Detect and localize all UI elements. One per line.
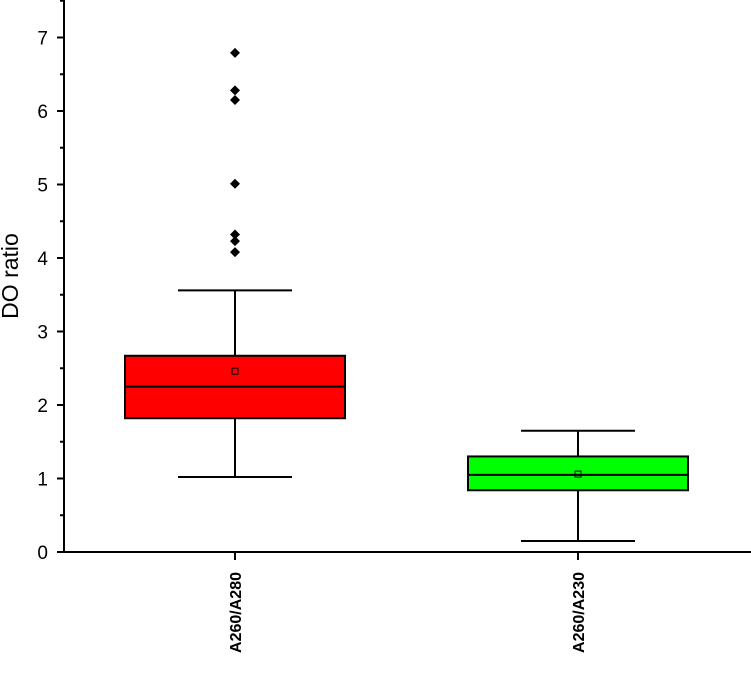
y-tick-label: 5 (37, 176, 48, 197)
x-category-label: A260/A230 (571, 572, 588, 653)
box-iqr (467, 455, 689, 492)
outlier-point (230, 229, 240, 240)
y-tick-label: 2 (37, 396, 48, 417)
y-tick-label: 3 (37, 323, 48, 344)
box-1 (124, 47, 346, 479)
mean-marker (574, 470, 582, 478)
x-categories: A260/A280 A260/A230 (228, 552, 588, 653)
x-category-label: A260/A280 (228, 572, 245, 653)
y-tick-label: 7 (37, 29, 48, 50)
outlier-point (230, 247, 240, 258)
outlier-point (230, 236, 240, 247)
box-2 (467, 429, 689, 542)
y-tick-label: 4 (37, 249, 48, 270)
y-ticks: 0 1 2 3 4 5 6 7 (37, 0, 64, 564)
outlier-point (230, 178, 240, 189)
axes-layer (63, 0, 751, 553)
outlier-point (230, 94, 240, 105)
y-tick-label: 0 (37, 543, 48, 564)
boxes-layer (124, 47, 689, 542)
y-tick-label: 1 (37, 470, 48, 491)
mean-marker (231, 367, 239, 375)
outlier-point (230, 85, 240, 96)
y-tick-label: 6 (37, 102, 48, 123)
y-axis-title: DO ratio (0, 233, 23, 319)
outlier-point (230, 47, 240, 58)
